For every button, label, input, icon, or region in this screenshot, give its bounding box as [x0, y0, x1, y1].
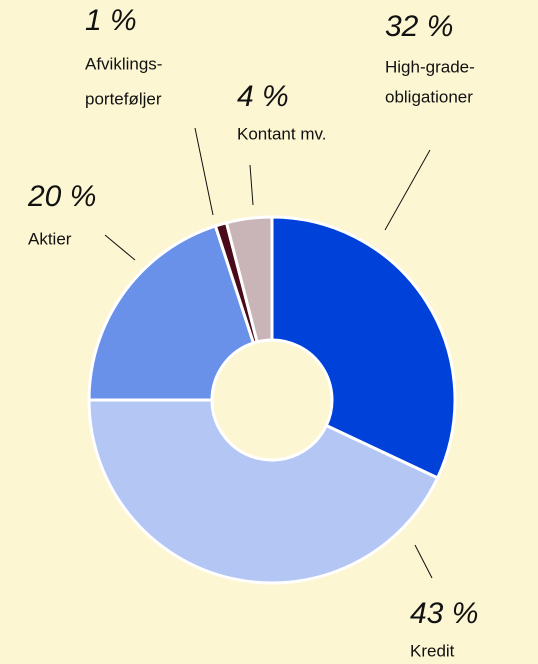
value-label: 1 % [85, 4, 137, 37]
category-label: Aktier [28, 229, 72, 248]
value-label: 4 % [237, 80, 289, 113]
category-label: Kontant mv. [237, 124, 326, 143]
leader-line [249, 164, 254, 206]
category-label: Kredit [410, 641, 455, 660]
value-label: 43 % [410, 597, 478, 630]
category-label: High-grade- [385, 57, 475, 76]
donut-slice [224, 215, 274, 344]
category-label: porteføljer [85, 89, 162, 108]
leader-line [194, 127, 214, 216]
donut-slice [270, 215, 457, 480]
category-label: Afviklings- [85, 54, 162, 73]
value-label: 20 % [27, 180, 96, 213]
category-label: obligationer [385, 87, 473, 106]
leader-line [414, 544, 433, 579]
leader-line [104, 234, 136, 261]
leader-line [384, 149, 431, 231]
value-label: 32 % [385, 10, 453, 43]
donut-slice [87, 398, 440, 585]
donut-slice [87, 224, 256, 402]
